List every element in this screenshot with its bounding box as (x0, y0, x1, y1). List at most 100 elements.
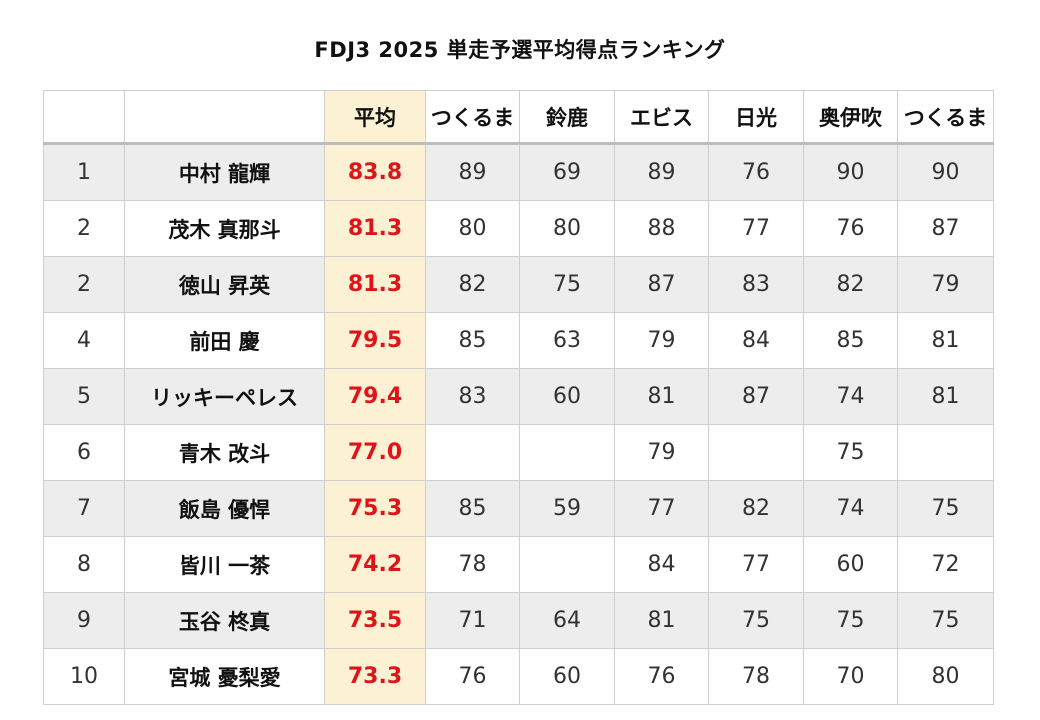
driver-name-cell: 飯島 優悍 (124, 480, 325, 537)
average-score-cell: 77.0 (324, 424, 426, 481)
course-score-cell: 83 (425, 368, 520, 425)
course-score-cell (519, 424, 615, 481)
average-score-cell: 73.5 (324, 592, 426, 649)
course-score-cell: 70 (803, 648, 898, 705)
table-body: 1 中村 龍輝 83.8 89 69 89 76 90 90 2 茂木 真那斗 81.3 80 80 88 7… (43, 143, 994, 705)
average-score-cell: 81.3 (324, 256, 426, 313)
course-score-cell: 79 (897, 256, 994, 313)
table-row: 2 徳山 昇英 81.3 82 75 87 83 82 79 (43, 256, 994, 313)
average-score-cell: 73.3 (324, 648, 426, 705)
table-row: 4 前田 慶 79.5 85 63 79 84 85 81 (43, 312, 994, 369)
course-score-cell: 77 (708, 536, 804, 593)
driver-name-cell: 徳山 昇英 (124, 256, 325, 313)
rank-cell: 9 (43, 592, 125, 649)
course-score-cell (708, 424, 804, 481)
average-score-cell: 79.5 (324, 312, 426, 369)
header-name (124, 90, 325, 145)
course-score-cell: 75 (803, 424, 898, 481)
course-score-cell: 90 (897, 143, 994, 201)
course-score-cell: 69 (519, 143, 615, 201)
table-row: 7 飯島 優悍 75.3 85 59 77 82 74 75 (43, 480, 994, 537)
course-score-cell: 59 (519, 480, 615, 537)
course-score-cell: 87 (614, 256, 709, 313)
average-score-cell: 81.3 (324, 200, 426, 257)
course-score-cell: 60 (519, 368, 615, 425)
course-score-cell: 75 (897, 480, 994, 537)
course-score-cell: 78 (708, 648, 804, 705)
course-score-cell (519, 536, 615, 593)
course-score-cell: 76 (425, 648, 520, 705)
course-score-cell: 60 (519, 648, 615, 705)
course-score-cell (897, 424, 994, 481)
course-score-cell: 89 (425, 143, 520, 201)
header-row: 平均 つくるま 鈴鹿 エビス 日光 奥伊吹 つくるま (43, 90, 994, 145)
header-rank (43, 90, 125, 145)
average-score-cell: 75.3 (324, 480, 426, 537)
course-score-cell: 75 (897, 592, 994, 649)
course-score-cell: 77 (614, 480, 709, 537)
table-row: 5 リッキーペレス 79.4 83 60 81 87 74 81 (43, 368, 994, 425)
table-row: 10 宮城 憂梨愛 73.3 76 60 76 78 70 80 (43, 648, 994, 705)
course-score-cell: 87 (897, 200, 994, 257)
course-score-cell: 75 (803, 592, 898, 649)
header-course-1: つくるま (425, 90, 520, 145)
course-score-cell: 76 (614, 648, 709, 705)
table-row: 1 中村 龍輝 83.8 89 69 89 76 90 90 (43, 143, 994, 201)
driver-name-cell: 青木 改斗 (124, 424, 325, 481)
rank-cell: 8 (43, 536, 125, 593)
course-score-cell: 85 (425, 480, 520, 537)
rank-cell: 6 (43, 424, 125, 481)
course-score-cell: 84 (614, 536, 709, 593)
course-score-cell: 76 (708, 143, 804, 201)
course-score-cell: 83 (708, 256, 804, 313)
course-score-cell: 75 (708, 592, 804, 649)
course-score-cell: 87 (708, 368, 804, 425)
course-score-cell: 82 (708, 480, 804, 537)
table-row: 9 玉谷 柊真 73.5 71 64 81 75 75 75 (43, 592, 994, 649)
rank-cell: 7 (43, 480, 125, 537)
driver-name-cell: 皆川 一茶 (124, 536, 325, 593)
course-score-cell: 81 (897, 312, 994, 369)
course-score-cell: 85 (425, 312, 520, 369)
header-course-2: 鈴鹿 (519, 90, 615, 145)
driver-name-cell: 玉谷 柊真 (124, 592, 325, 649)
average-score-cell: 74.2 (324, 536, 426, 593)
course-score-cell: 90 (803, 143, 898, 201)
course-score-cell: 60 (803, 536, 898, 593)
course-score-cell: 81 (614, 592, 709, 649)
table-row: 8 皆川 一茶 74.2 78 84 77 60 72 (43, 536, 994, 593)
course-score-cell: 64 (519, 592, 615, 649)
ranking-table: 平均 つくるま 鈴鹿 エビス 日光 奥伊吹 つくるま 1 中村 龍輝 83.8 89 6… (43, 90, 994, 705)
header-course-5: 奥伊吹 (803, 90, 898, 145)
rank-cell: 2 (43, 256, 125, 313)
course-score-cell: 82 (425, 256, 520, 313)
rank-cell: 5 (43, 368, 125, 425)
course-score-cell: 81 (614, 368, 709, 425)
course-score-cell: 80 (519, 200, 615, 257)
course-score-cell: 71 (425, 592, 520, 649)
driver-name-cell: リッキーペレス (124, 368, 325, 425)
course-score-cell: 84 (708, 312, 804, 369)
course-score-cell: 85 (803, 312, 898, 369)
header-course-4: 日光 (708, 90, 804, 145)
course-score-cell: 81 (897, 368, 994, 425)
course-score-cell: 75 (519, 256, 615, 313)
course-score-cell: 82 (803, 256, 898, 313)
driver-name-cell: 茂木 真那斗 (124, 200, 325, 257)
course-score-cell (425, 424, 520, 481)
course-score-cell: 76 (803, 200, 898, 257)
driver-name-cell: 前田 慶 (124, 312, 325, 369)
course-score-cell: 63 (519, 312, 615, 369)
average-score-cell: 83.8 (324, 143, 426, 201)
header-course-6: つくるま (897, 90, 994, 145)
course-score-cell: 89 (614, 143, 709, 201)
table-row: 2 茂木 真那斗 81.3 80 80 88 77 76 87 (43, 200, 994, 257)
course-score-cell: 74 (803, 480, 898, 537)
chart-title: FDJ3 2025 単走予選平均得点ランキング (314, 38, 726, 62)
rank-cell: 10 (43, 648, 125, 705)
driver-name-cell: 宮城 憂梨愛 (124, 648, 325, 705)
course-score-cell: 88 (614, 200, 709, 257)
rank-cell: 4 (43, 312, 125, 369)
driver-name-cell: 中村 龍輝 (124, 143, 325, 201)
header-course-3: エビス (614, 90, 709, 145)
